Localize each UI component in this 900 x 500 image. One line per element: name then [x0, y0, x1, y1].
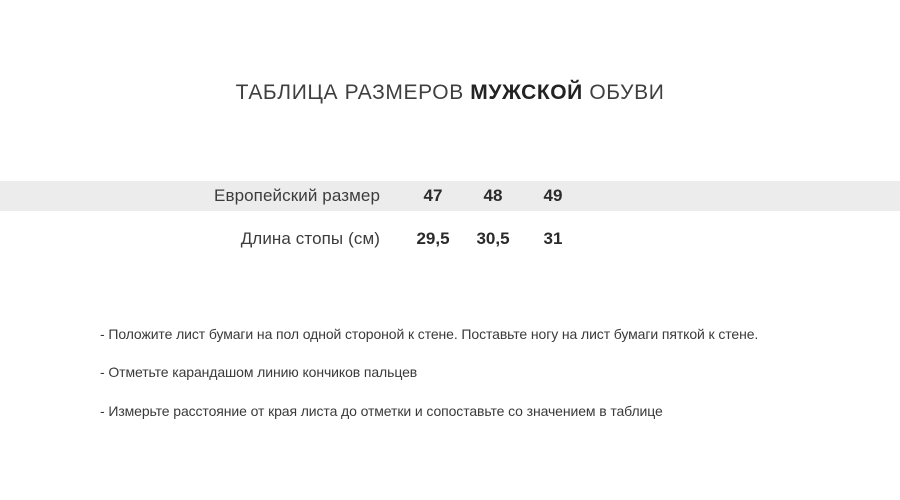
instruction-item: - Положите лист бумаги на пол одной стор… [100, 326, 759, 342]
page-title-suffix: ОБУВИ [589, 81, 665, 104]
page-title-prefix: ТАБЛИЦА РАЗМЕРОВ [235, 81, 464, 104]
size-value-cell: 30,5 [476, 229, 510, 248]
size-table-row-label: Длина стопы (см) [240, 229, 380, 248]
size-value-cell: 31 [543, 229, 563, 248]
page-title-emphasis: МУЖСКОЙ [470, 81, 583, 104]
size-table-header-row: Европейский размер 47 48 49 [0, 181, 900, 211]
size-table-data-row: Длина стопы (см) 29,5 30,5 31 [0, 224, 900, 254]
size-value-cell: 47 [423, 186, 443, 205]
size-value-cell: 29,5 [416, 229, 450, 248]
page-title: ТАБЛИЦА РАЗМЕРОВ МУЖСКОЙ ОБУВИ [0, 80, 900, 106]
size-value-cell: 49 [543, 186, 563, 205]
instruction-item: - Отметьте карандашом линию кончиков пал… [100, 364, 418, 380]
size-table-row-label: Европейский размер [214, 186, 380, 205]
size-value-cell: 48 [483, 186, 503, 205]
instruction-item: - Измерьте расстояние от края листа до о… [100, 403, 663, 419]
